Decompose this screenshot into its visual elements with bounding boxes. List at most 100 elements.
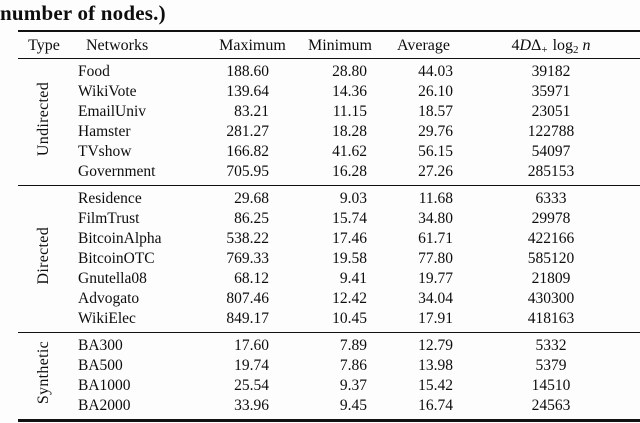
metric-diameter-symbol: D	[519, 37, 532, 54]
group-label-text: Synthetic	[35, 341, 52, 405]
column-header-type: Type	[28, 37, 60, 54]
cell-metric: 422166	[527, 230, 575, 247]
column-header-networks: Networks	[86, 37, 149, 54]
group-label-text: Undirected	[35, 81, 52, 157]
cell-average: 27.26	[418, 163, 453, 180]
cell-maximum: 25.54	[234, 377, 269, 394]
cell-maximum: 849.17	[226, 310, 269, 327]
table-row: Synthetic BA300 17.60 7.89 12.79 5332	[18, 333, 640, 405]
cell-network-name: TVshow	[78, 143, 132, 160]
cell-metric: 24563	[531, 397, 571, 414]
cell-minimum: 9.37	[339, 377, 367, 394]
cell-average: 56.15	[418, 143, 453, 160]
cell-minimum: 41.62	[332, 143, 367, 160]
table-row: TVshow 166.82 41.62 56.15 54097	[18, 142, 640, 162]
cell-maximum: 188.60	[226, 63, 269, 80]
cell-average: 34.04	[418, 290, 453, 307]
cell-minimum: 9.45	[339, 397, 367, 414]
column-header-average: Average	[397, 37, 450, 54]
cell-maximum: 33.96	[234, 397, 269, 414]
cell-minimum: 11.15	[332, 103, 367, 120]
cell-minimum: 17.46	[332, 230, 367, 247]
cell-average: 11.68	[418, 190, 453, 207]
cell-maximum: 769.33	[226, 250, 269, 267]
cell-minimum: 19.58	[332, 250, 367, 267]
cell-maximum: 139.64	[226, 83, 269, 100]
table-row: BA500 19.74 7.86 13.98 5379	[18, 356, 640, 376]
metric-log-symbol: log	[552, 37, 574, 54]
cell-metric: 5379	[535, 357, 567, 374]
cell-metric: 29978	[531, 210, 571, 227]
cell-maximum: 807.46	[226, 290, 269, 307]
cell-maximum: 68.12	[234, 270, 269, 287]
cell-metric: 430300	[527, 290, 575, 307]
table-row: WikiVote 139.64 14.36 26.10 35971	[18, 82, 640, 102]
cell-metric: 54097	[531, 143, 571, 160]
table-row: BA2000 33.96 9.45 16.74 24563	[18, 396, 640, 421]
cell-metric: 5332	[535, 337, 567, 354]
cell-metric: 21809	[531, 270, 571, 287]
cell-average: 16.74	[418, 397, 453, 414]
column-header-minimum: Minimum	[307, 37, 372, 54]
cell-maximum: 83.21	[234, 103, 269, 120]
cell-average: 12.79	[418, 337, 453, 354]
column-header-metric-formula: 4DΔ+ log2 n	[462, 31, 640, 59]
cell-metric: 35971	[531, 83, 571, 100]
cell-minimum: 28.80	[332, 63, 367, 80]
cell-average: 15.42	[418, 377, 453, 394]
group-undirected: Undirected Food 188.60 28.80 44.03 39182 WikiV…	[18, 59, 640, 186]
cell-metric: 585120	[527, 250, 575, 267]
cell-network-name: BA500	[78, 357, 123, 374]
cell-average: 34.80	[418, 210, 453, 227]
table-row: Undirected Food 188.60 28.80 44.03 39182	[18, 59, 640, 156]
cell-maximum: 538.22	[226, 230, 269, 247]
cell-metric: 39182	[531, 63, 571, 80]
cell-minimum: 15.74	[332, 210, 367, 227]
cell-metric: 418163	[527, 310, 575, 327]
cell-minimum: 14.36	[332, 83, 367, 100]
metric-log-base: 2	[573, 44, 579, 56]
cell-maximum: 19.74	[234, 357, 269, 374]
table-row: FilmTrust 86.25 15.74 34.80 29978	[18, 209, 640, 229]
cell-minimum: 16.28	[332, 163, 367, 180]
column-header-maximum: Maximum	[219, 37, 286, 54]
cell-minimum: 7.86	[339, 357, 367, 374]
table-row: Hamster 281.27 18.28 29.76 122788	[18, 122, 640, 142]
cell-maximum: 86.25	[234, 210, 269, 227]
cell-minimum: 12.42	[332, 290, 367, 307]
cell-network-name: WikiVote	[78, 83, 137, 100]
cell-maximum: 705.95	[226, 163, 269, 180]
cell-minimum: 18.28	[332, 123, 367, 140]
table-row: EmailUniv 83.21 11.15 18.57 23051	[18, 102, 640, 122]
metric-plus-subscript: +	[541, 44, 548, 56]
cell-network-name: BitcoinOTC	[78, 250, 155, 267]
cell-average: 13.98	[418, 357, 453, 374]
cell-network-name: Gnutella08	[78, 270, 147, 287]
cell-network-name: WikiElec	[78, 310, 136, 327]
header-row: Type Networks Maximum Minimum Average 4D…	[18, 31, 640, 59]
group-label-text: Directed	[35, 227, 52, 285]
table-header: Type Networks Maximum Minimum Average 4D…	[18, 31, 640, 59]
cell-network-name: Food	[78, 63, 110, 80]
table-row: Advogato 807.46 12.42 34.04 430300	[18, 289, 640, 309]
cell-network-name: FilmTrust	[78, 210, 140, 227]
cell-metric: 285153	[527, 163, 575, 180]
cell-metric: 122788	[527, 123, 575, 140]
cell-minimum: 7.89	[339, 337, 367, 354]
cell-maximum: 29.68	[234, 190, 269, 207]
cell-average: 77.80	[418, 250, 453, 267]
table-caption-fragment: number of nodes.)	[0, 1, 166, 25]
cell-minimum: 9.03	[339, 190, 367, 207]
table-row: Gnutella08 68.12 9.41 19.77 21809	[18, 269, 640, 289]
cell-average: 18.57	[418, 103, 453, 120]
cell-average: 26.10	[418, 83, 453, 100]
group-label-synthetic: Synthetic	[18, 333, 70, 421]
table-row: Directed Residence 29.68 9.03 11.68 6333	[18, 186, 640, 285]
cell-average: 19.77	[418, 270, 453, 287]
cell-average: 17.91	[418, 310, 453, 327]
cell-network-name: Government	[78, 163, 156, 180]
cell-network-name: BA1000	[78, 377, 131, 394]
cell-network-name: Advogato	[78, 290, 140, 307]
group-label-directed: Directed	[18, 186, 70, 333]
metric-coefficient: 4	[511, 37, 520, 54]
